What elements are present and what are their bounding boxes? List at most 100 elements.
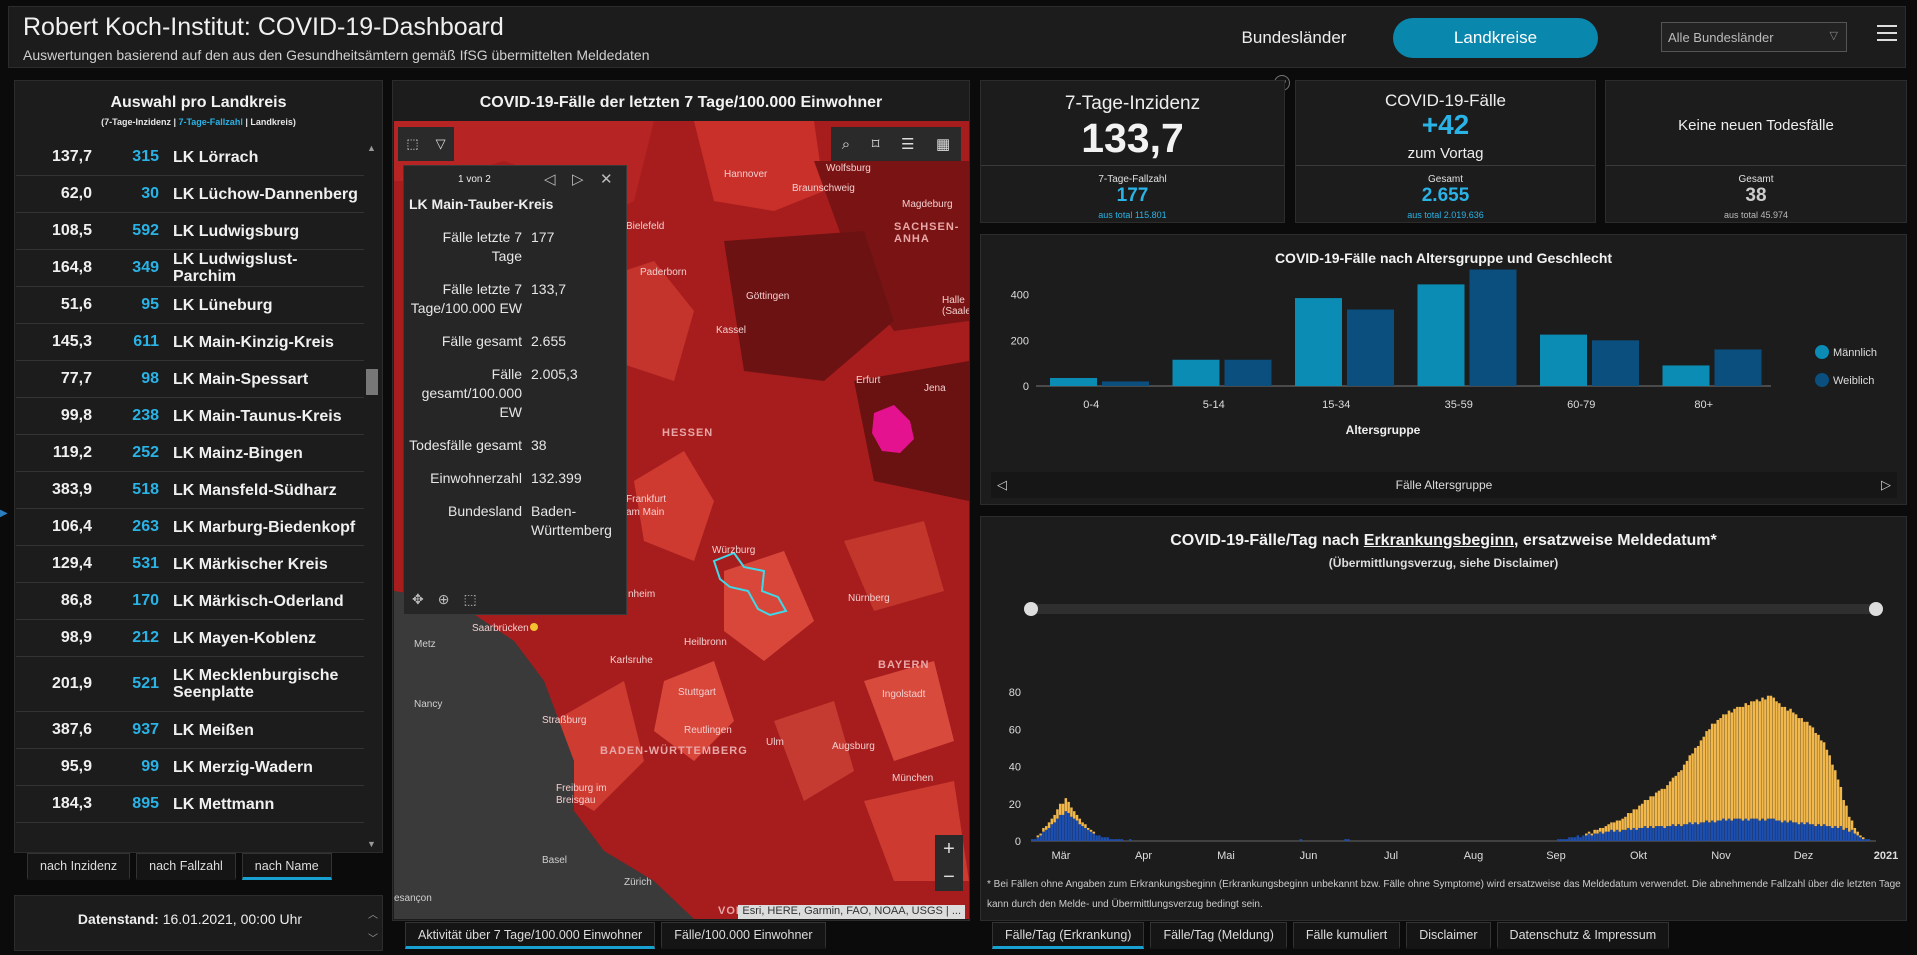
chevron-right-icon[interactable]: ▷ bbox=[1881, 477, 1891, 492]
list-item[interactable]: 86,8 170 LK Märkisch-Oderland bbox=[16, 583, 364, 620]
map-select-tool[interactable]: ⬚ ▽ bbox=[398, 127, 454, 161]
scroll-up-icon[interactable]: ︿ bbox=[368, 910, 378, 921]
list-item-fallzahl: 895 bbox=[132, 795, 159, 812]
list-item[interactable]: 119,2 252 LK Mainz-Bingen bbox=[16, 435, 364, 472]
list-icon[interactable]: ☰ bbox=[901, 136, 915, 153]
bar-melde bbox=[1836, 779, 1840, 828]
map-view[interactable]: Hannover Wolfsburg Braunschweig Magdebur… bbox=[394, 121, 969, 919]
select-icon[interactable]: ⬚ bbox=[463, 591, 477, 607]
scroll-down-icon[interactable]: ﹀ bbox=[368, 934, 378, 945]
list-item-name: LK Main-Taunus-Kreis bbox=[173, 407, 342, 425]
list-item[interactable]: 137,7 315 LK Lörrach bbox=[16, 139, 364, 176]
pan-icon[interactable]: ✥ bbox=[412, 591, 424, 607]
map-region bbox=[654, 661, 734, 761]
tab-faelle-pro-100k[interactable]: Fälle/100.000 Einwohner bbox=[661, 922, 826, 949]
list-item[interactable]: 164,8 349 LK Ludwigslust-Parchim bbox=[16, 250, 364, 287]
tab-faelle-erkrankung[interactable]: Fälle/Tag (Erkrankung) bbox=[992, 922, 1145, 949]
select-icon[interactable]: ⬚ bbox=[406, 136, 419, 151]
bar-erkrankung bbox=[1103, 837, 1107, 841]
list-item[interactable]: 129,4 531 LK Märkischer Kreis bbox=[16, 546, 364, 583]
scroll-down-icon[interactable]: ▼ bbox=[367, 839, 376, 849]
bar-melde bbox=[1089, 829, 1093, 832]
x-tick-label: 80+ bbox=[1694, 399, 1713, 411]
list-item[interactable]: 383,9 518 LK Mansfeld-Südharz bbox=[16, 472, 364, 509]
bar-erkrankung bbox=[1047, 827, 1051, 841]
bar-erkrankung bbox=[1803, 824, 1806, 841]
tab-sort-name[interactable]: nach Name bbox=[241, 853, 332, 880]
tab-sort-fallzahl[interactable]: nach Fallzahl bbox=[136, 853, 236, 880]
bar-erkrankung bbox=[1867, 839, 1871, 841]
map-label-stuttgart: Stuttgart bbox=[678, 687, 716, 698]
scroll-up-icon[interactable]: ▲ bbox=[367, 143, 376, 153]
bar-erkrankung bbox=[1098, 835, 1101, 841]
bar-erkrankung bbox=[1036, 837, 1040, 841]
collapse-arrow-icon[interactable]: ▶ bbox=[0, 508, 8, 519]
menu-icon[interactable] bbox=[1877, 25, 1897, 43]
card-inzidenz-value: 133,7 bbox=[1081, 115, 1184, 161]
zoom-to-icon[interactable]: ⊕ bbox=[437, 591, 450, 607]
chevron-down-icon[interactable]: ▽ bbox=[435, 136, 446, 151]
bar-erkrankung bbox=[1671, 824, 1675, 841]
bookmark-icon[interactable]: ⌑ bbox=[871, 136, 880, 153]
list-legend: (7-Tage-Inzidenz | 7-Tage-Fallzahl | Lan… bbox=[15, 117, 382, 127]
list-scrollbar[interactable]: ▲ ▼ bbox=[364, 143, 380, 849]
list-item-name: LK Mecklenburgische Seenplatte bbox=[173, 667, 339, 701]
list-item[interactable]: 51,6 95 LK Lüneburg bbox=[16, 287, 364, 324]
nav-landkreise-button[interactable]: Landkreise bbox=[1393, 18, 1598, 58]
map-label-ingolstadt: Ingolstadt bbox=[882, 689, 926, 700]
search-icon[interactable]: ⌕ bbox=[841, 135, 851, 153]
bar-erkrankung bbox=[1299, 839, 1303, 841]
x-tick-label: 0-4 bbox=[1083, 399, 1099, 411]
list-item[interactable]: 108,5 592 LK Ludwigsburg bbox=[16, 213, 364, 250]
datenstand-value: 16.01.2021, 00:00 Uhr bbox=[162, 911, 303, 927]
popup-prev-icon[interactable]: ◁ bbox=[544, 171, 556, 188]
list-item[interactable]: 99,8 238 LK Main-Taunus-Kreis bbox=[16, 398, 364, 435]
list-item-inzidenz: 137,7 bbox=[51, 148, 92, 165]
bar-melde bbox=[1587, 831, 1591, 834]
list-item[interactable]: 145,3 611 LK Main-Kinzig-Kreis bbox=[16, 324, 364, 361]
tab-datenschutz[interactable]: Datenschutz & Impressum bbox=[1496, 922, 1670, 949]
bar-melde bbox=[1061, 803, 1065, 815]
bar-erkrankung bbox=[1568, 837, 1571, 841]
chevron-down-icon: ▽ bbox=[1829, 30, 1838, 42]
popup-next-icon[interactable]: ▷ bbox=[572, 171, 584, 188]
list-item-name: LK Marburg-Biedenkopf bbox=[173, 518, 356, 536]
list-item[interactable]: 77,7 98 LK Main-Spessart bbox=[16, 361, 364, 398]
basemap-gallery-icon[interactable]: ▦ bbox=[936, 136, 951, 153]
list-item-name: LK Mansfeld-Südharz bbox=[173, 481, 337, 499]
list-item[interactable]: 184,3 895 LK Mettmann bbox=[16, 786, 364, 823]
tab-faelle-kumuliert[interactable]: Fälle kumuliert bbox=[1292, 922, 1401, 949]
list-item[interactable]: 106,4 263 LK Marburg-Biedenkopf bbox=[16, 509, 364, 546]
map-label-heilbronn: Heilbronn bbox=[684, 637, 727, 648]
zoom-in-icon[interactable]: + bbox=[943, 838, 955, 860]
bar-erkrankung bbox=[1839, 826, 1843, 841]
list-item[interactable]: 62,0 30 LK Lüchow-Dannenberg bbox=[16, 176, 364, 213]
popup-row: Bundesland Baden-Württemberg bbox=[409, 502, 627, 540]
list-item[interactable]: 201,9 521 LK Mecklenburgische Seenplatte bbox=[16, 657, 364, 712]
bar-erkrankung bbox=[1741, 820, 1745, 841]
bar-melde bbox=[1848, 816, 1851, 832]
list-item-inzidenz: 106,4 bbox=[51, 518, 92, 535]
bar-erkrankung bbox=[1064, 811, 1068, 841]
bar-erkrankung bbox=[1834, 826, 1837, 841]
popup-key: Bundesland bbox=[448, 503, 522, 519]
zoom-out-icon[interactable]: − bbox=[943, 866, 955, 888]
tab-disclaimer[interactable]: Disclaimer bbox=[1406, 922, 1491, 949]
list-item[interactable]: 98,9 212 LK Mayen-Koblenz bbox=[16, 620, 364, 657]
tab-sort-inzidenz[interactable]: nach Inzidenz bbox=[27, 853, 131, 880]
chevron-left-icon[interactable]: ◁ bbox=[997, 477, 1007, 492]
list-item[interactable]: 387,6 937 LK Meißen bbox=[16, 712, 364, 749]
close-icon[interactable]: ✕ bbox=[600, 171, 613, 188]
tab-faelle-meldung[interactable]: Fälle/Tag (Meldung) bbox=[1150, 922, 1287, 949]
bundesland-select[interactable]: Alle Bundesländer ▽ bbox=[1661, 22, 1847, 52]
bar-erkrankung bbox=[1682, 824, 1686, 841]
list-item-fallzahl: 592 bbox=[132, 222, 159, 239]
nav-bundeslaender-button[interactable]: Bundesländer bbox=[1241, 28, 1347, 47]
x-tick-label: Mär bbox=[1052, 850, 1071, 862]
bar-melde bbox=[1621, 818, 1624, 830]
tab-aktivitaet[interactable]: Aktivität über 7 Tage/100.000 Einwohner bbox=[405, 922, 656, 949]
bar-erkrankung bbox=[1811, 824, 1815, 841]
bar-melde bbox=[1825, 749, 1829, 827]
list-item[interactable]: 95,9 99 LK Merzig-Wadern bbox=[16, 749, 364, 786]
scrollbar-thumb[interactable] bbox=[366, 369, 378, 395]
